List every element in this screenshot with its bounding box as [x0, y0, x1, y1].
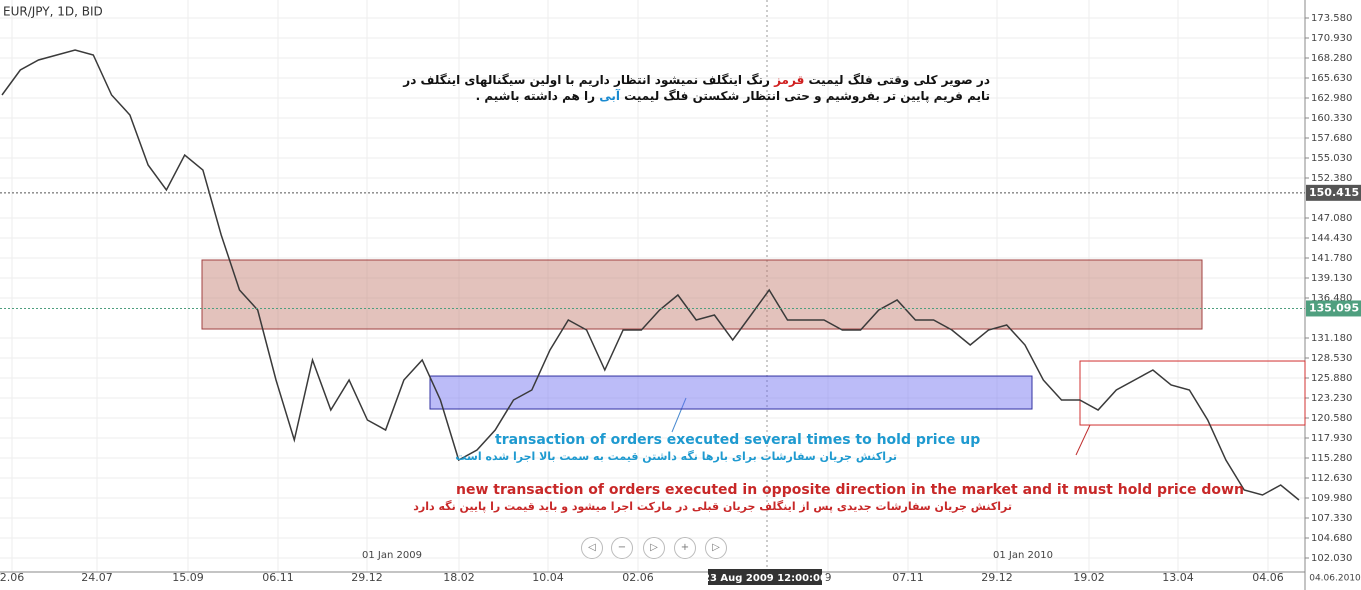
- y-tick-label: 144.430: [1311, 233, 1352, 244]
- y-tick-label: 139.130: [1311, 273, 1352, 284]
- reset-button[interactable]: ▷: [643, 537, 665, 559]
- pointer-line: [671, 397, 687, 433]
- annotation-text: قرمز: [774, 73, 805, 87]
- zone: [429, 375, 1033, 410]
- note-down: new transaction of orders executed in op…: [456, 482, 1244, 498]
- price-line: [1, 49, 1300, 501]
- annotation-text: در صویر کلی وقتی فلگ لیمیت: [804, 73, 990, 87]
- price-marker-label: 135.095: [1309, 301, 1359, 314]
- y-tick-label: 173.580: [1311, 13, 1352, 24]
- y-tick-label: 123.230: [1311, 393, 1352, 404]
- x-tick-label: 2.06: [0, 571, 24, 584]
- zone: [1079, 360, 1306, 426]
- x-tick-label: 9: [825, 571, 832, 584]
- year-label: 01 Jan 2009: [362, 550, 422, 561]
- price-marker-box: [1306, 300, 1361, 317]
- annotation-text: آبی: [599, 89, 620, 103]
- zoom-out-button[interactable]: −: [611, 537, 633, 559]
- y-tick-label: 128.530: [1311, 353, 1352, 364]
- note-up-fa: تراکنش جریان سفارشات برای بارها نگه داشت…: [455, 450, 897, 463]
- x-tick-label: 18.02: [443, 571, 475, 584]
- y-tick-label: 160.330: [1311, 113, 1352, 124]
- y-tick-label: 109.980: [1311, 493, 1352, 504]
- x-tick-label: 19.02: [1073, 571, 1105, 584]
- x-tick-label: 04.06: [1252, 571, 1284, 584]
- y-tick-label: 168.280: [1311, 53, 1352, 64]
- annotation-text: تایم فریم پایین تر بفروشیم و حتی انتظار …: [619, 89, 990, 103]
- y-tick-label: 141.780: [1311, 253, 1352, 264]
- x-tick-label: 10.04: [532, 571, 564, 584]
- year-label: 01 Jan 2010: [993, 550, 1053, 561]
- x-tick-label: 13.04: [1162, 571, 1194, 584]
- price-marker-label: 150.415: [1309, 186, 1359, 199]
- y-tick-label: 115.280: [1311, 453, 1352, 464]
- y-tick-label: 136.480: [1311, 293, 1352, 304]
- y-tick-label: 155.030: [1311, 153, 1352, 164]
- y-tick-label: 157.680: [1311, 133, 1352, 144]
- x-tick-label: 07.11: [892, 571, 924, 584]
- annotation-text: را هم داشته باشیم .: [475, 89, 600, 103]
- note-down-fa: تراکنش جریان سفارشات جدیدی پس از اینگلف …: [413, 500, 1012, 513]
- x-tick-label: 29.12: [351, 571, 383, 584]
- y-tick-label: 104.680: [1311, 533, 1352, 544]
- crosshair-box: [708, 569, 822, 585]
- x-tick-label: 06.11: [262, 571, 294, 584]
- zone: [201, 259, 1203, 330]
- x-tick-label: 29.12: [981, 571, 1013, 584]
- x-tick-label: 15.09: [172, 571, 204, 584]
- y-tick-label: 131.180: [1311, 333, 1352, 344]
- chart-title: EUR/JPY, 1D, BID: [3, 5, 103, 19]
- y-tick-label: 147.080: [1311, 213, 1352, 224]
- pointer-line: [1075, 424, 1091, 456]
- y-tick-label: 117.930: [1311, 433, 1352, 444]
- y-tick-label: 152.380: [1311, 173, 1352, 184]
- y-tick-label: 170.930: [1311, 33, 1352, 44]
- y-tick-label: 102.030: [1311, 553, 1352, 564]
- price-marker-box: [1306, 184, 1361, 201]
- annotation: در صویر کلی وقتی فلگ لیمیت قرمز رنگ اینگ…: [403, 72, 990, 104]
- y-tick-label: 162.980: [1311, 93, 1352, 104]
- scroll-left-button[interactable]: ◁: [581, 537, 603, 559]
- y-tick-label: 107.330: [1311, 513, 1352, 524]
- y-tick-label: 120.580: [1311, 413, 1352, 424]
- crosshair-label: 23 Aug 2009 12:00:00: [703, 573, 827, 584]
- y-tick-label: 165.630: [1311, 73, 1352, 84]
- x-tick-label: 02.06: [622, 571, 654, 584]
- y-tick-label: 112.630: [1311, 473, 1352, 484]
- note-up: transaction of orders executed several t…: [495, 432, 981, 448]
- scroll-right-button[interactable]: ▷: [705, 537, 727, 559]
- zoom-in-button[interactable]: +: [674, 537, 696, 559]
- x-tick-label: 04.06.2010: [1309, 574, 1361, 584]
- x-tick-label: 24.07: [81, 571, 113, 584]
- y-tick-label: 125.880: [1311, 373, 1352, 384]
- annotation-text: رنگ اینگلف نمیشود انتظار داریم با اولین …: [403, 73, 775, 87]
